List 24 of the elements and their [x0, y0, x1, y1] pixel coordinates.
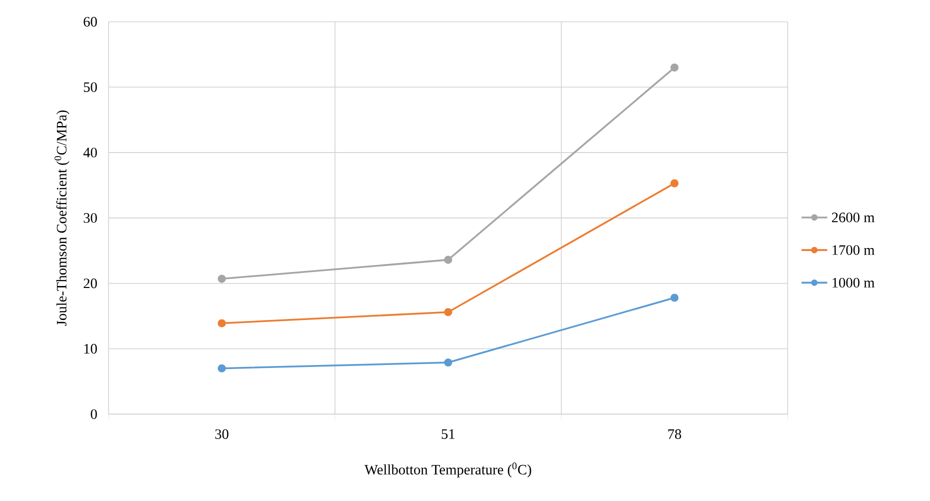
- y-tick-label: 40: [83, 148, 97, 158]
- y-tick-label: 30: [84, 213, 97, 223]
- point: [444, 256, 452, 264]
- point: [670, 63, 679, 72]
- point: [218, 319, 226, 328]
- legend-label: 1700 m: [832, 245, 875, 255]
- point: [218, 364, 226, 372]
- y-axis-title: Joule-Thomson Coefficient ($^{0}$C/MPa): [54, 110, 70, 326]
- legend-label: 1000 m: [832, 278, 875, 288]
- y-tick-label: 20: [84, 278, 97, 288]
- point: [670, 294, 679, 302]
- point: [444, 358, 452, 366]
- x-tick-label: 30: [215, 429, 228, 439]
- y-tick-label: 0: [90, 409, 97, 419]
- x-tick-label: 51: [442, 429, 454, 439]
- y-tick-label: 60: [84, 16, 97, 27]
- point: [670, 179, 679, 188]
- point: [444, 308, 452, 316]
- x-axis-title: Wellbotton Temperature ($^{0}$C): [364, 462, 532, 478]
- legend-label: 2600 m: [832, 212, 875, 222]
- y-tick-label: 10: [84, 344, 97, 354]
- x-tick-label: 78: [668, 429, 682, 439]
- y-tick-label: 50: [84, 82, 97, 92]
- point: [218, 274, 226, 283]
